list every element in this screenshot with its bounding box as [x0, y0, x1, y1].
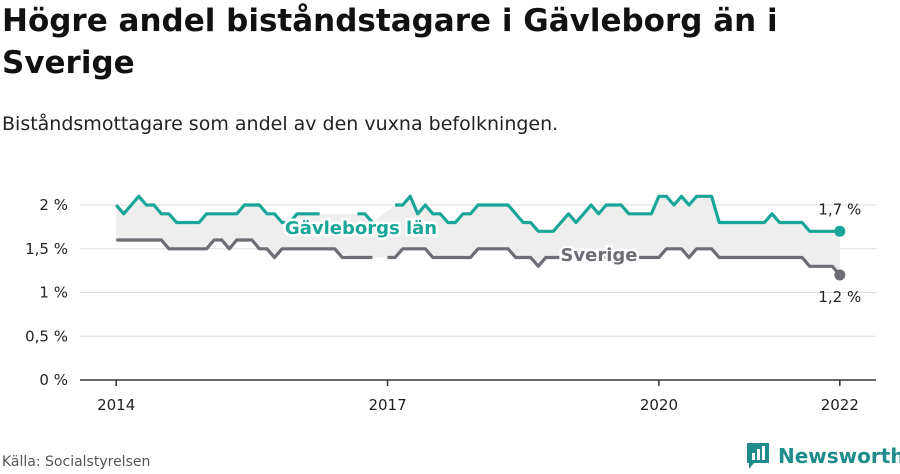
x-tick-label: 2014: [97, 396, 135, 414]
x-tick-label: 2017: [368, 396, 406, 414]
gavleborg-line: [114, 194, 840, 233]
series-labels: 1,7 % 1,2 % Gävleborgs län Sverige: [282, 200, 861, 306]
series-lines: [114, 194, 846, 281]
gavleborg-end-point: [834, 225, 846, 237]
y-tick-label: 0 %: [39, 371, 68, 389]
difference-area: [116, 196, 840, 275]
x-tick-label: 2022: [821, 396, 859, 414]
x-tick-label: 2020: [640, 396, 678, 414]
difference-band: [116, 196, 840, 275]
newsworthy-bar-chart-icon: [747, 443, 769, 469]
sverige-end-label: 1,2 %: [818, 288, 861, 306]
chart-title: Högre andel biståndstagare i Gävleborg ä…: [2, 3, 778, 81]
gavleborg-end-label: 1,7 %: [818, 200, 861, 218]
x-axis: 2014 2017 2020 2022: [80, 379, 876, 414]
y-axis-ticks: 0 % 0,5 % 1 % 1,5 % 2 %: [25, 196, 68, 389]
brand-name: Newsworthy: [778, 444, 900, 468]
brand-logo: Newsworthy: [745, 441, 900, 471]
chart-subtitle: Biståndsmottagare som andel av den vuxna…: [2, 113, 559, 135]
y-tick-label: 1 %: [39, 284, 68, 302]
y-tick-label: 1,5 %: [25, 240, 68, 258]
source-note: Källa: Socialstyrelsen: [2, 454, 151, 470]
sverige-end-point: [834, 269, 846, 281]
y-tick-label: 0,5 %: [25, 327, 68, 345]
sverige-series-label: Sverige: [560, 245, 637, 266]
sverige-line: [116, 238, 842, 277]
line-chart: 0 % 0,5 % 1 % 1,5 % 2 % 2014 2017 2020 2022 1,7…: [25, 194, 876, 414]
y-tick-label: 2 %: [39, 196, 68, 214]
gavleborg-series-label: Gävleborgs län: [285, 218, 437, 239]
